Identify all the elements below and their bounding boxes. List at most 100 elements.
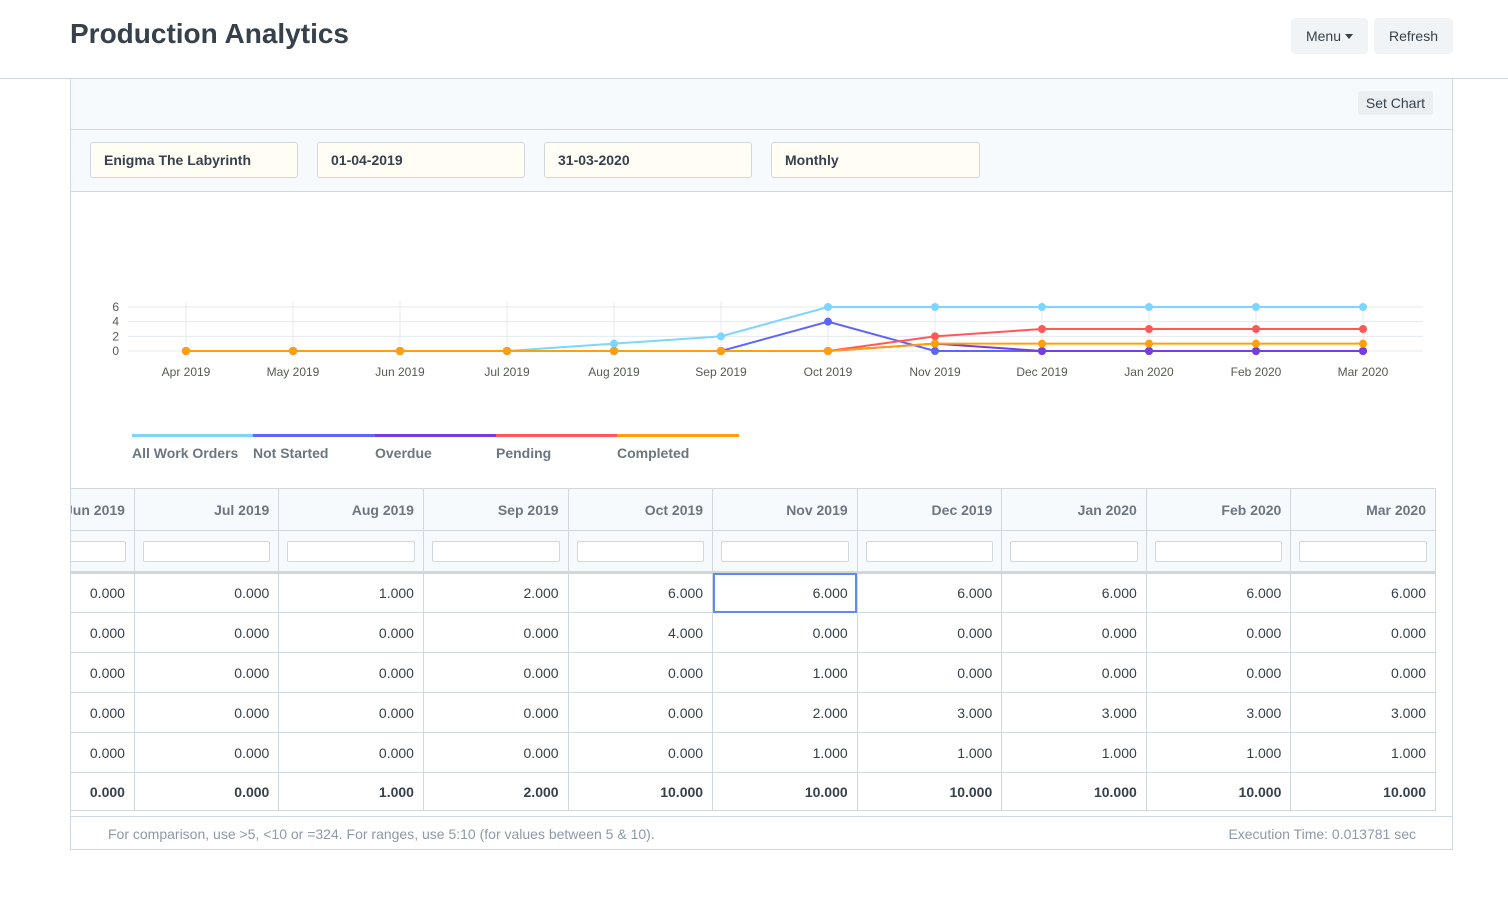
column-filter-input[interactable] <box>865 540 994 562</box>
table-cell[interactable]: 0.000 <box>1145 612 1292 653</box>
column-header[interactable]: Dec 2019 <box>856 488 1003 531</box>
table-cell[interactable]: 0.000 <box>1290 612 1436 653</box>
company-filter[interactable]: Enigma The Labyrinth <box>90 142 298 178</box>
data-point <box>1252 347 1260 355</box>
to-date-filter[interactable]: 31-03-2020 <box>544 142 752 178</box>
legend-label: Pending <box>496 445 552 461</box>
table-cell[interactable]: 1.000 <box>278 572 424 613</box>
table-cell[interactable]: 6.000 <box>856 572 1003 613</box>
column-filter-input[interactable] <box>287 540 415 562</box>
table-cell[interactable]: 0.000 <box>567 732 714 773</box>
table-cell[interactable]: 0.000 <box>71 652 135 693</box>
column-filter-input[interactable] <box>1299 540 1427 562</box>
column-filter-input[interactable] <box>576 540 705 562</box>
table-cell[interactable]: 3.000 <box>1001 692 1147 733</box>
legend-item[interactable]: Completed <box>617 434 739 474</box>
table-cell[interactable]: 1.000 <box>712 732 858 773</box>
column-header[interactable]: Nov 2019 <box>712 488 858 531</box>
data-point <box>1038 303 1046 311</box>
from-date-filter[interactable]: 01-04-2019 <box>317 142 525 178</box>
table-cell[interactable]: 0.000 <box>133 652 280 693</box>
table-cell[interactable]: 3.000 <box>1145 692 1292 733</box>
table-cell[interactable]: 0.000 <box>1001 652 1147 693</box>
table-cell[interactable]: 0.000 <box>856 652 1003 693</box>
table-cell[interactable]: 1.000 <box>1145 732 1292 773</box>
data-point <box>182 347 190 355</box>
table-cell[interactable]: 2.000 <box>712 692 858 733</box>
table-cell[interactable]: 0.000 <box>856 612 1003 653</box>
column-header[interactable]: Jul 2019 <box>133 488 280 531</box>
table-cell[interactable]: 0.000 <box>422 652 569 693</box>
legend-item[interactable]: Not Started <box>253 434 375 474</box>
table-cell[interactable]: 1.000 <box>856 732 1003 773</box>
refresh-button[interactable]: Refresh <box>1374 18 1453 54</box>
column-filter-input[interactable] <box>721 540 849 562</box>
column-filter-input[interactable] <box>431 540 560 562</box>
table-cell[interactable]: 0.000 <box>712 612 858 653</box>
legend-item[interactable]: Overdue <box>375 434 497 474</box>
table-cell[interactable]: 0.000 <box>71 732 135 773</box>
table-cell[interactable]: 0.000 <box>133 612 280 653</box>
data-point <box>824 347 832 355</box>
column-filter-input[interactable] <box>1010 540 1138 562</box>
table-cell[interactable]: 4.000 <box>567 612 714 653</box>
table-cell[interactable]: 6.000 <box>567 572 714 613</box>
filter-cell <box>71 530 135 574</box>
table-cell[interactable]: 6.000 <box>712 572 858 613</box>
column-header[interactable]: Aug 2019 <box>278 488 424 531</box>
table-cell[interactable]: 1.000 <box>1290 732 1436 773</box>
table-cell[interactable]: 0.000 <box>71 612 135 653</box>
column-filter-input[interactable] <box>1154 540 1283 562</box>
set-chart-button[interactable]: Set Chart <box>1357 91 1433 115</box>
column-header[interactable]: Jun 2019 <box>71 488 135 531</box>
column-header[interactable]: Oct 2019 <box>567 488 714 531</box>
table-cell[interactable]: 1.000 <box>712 652 858 693</box>
column-header[interactable]: Mar 2020 <box>1290 488 1436 531</box>
table-cell[interactable]: 0.000 <box>71 692 135 733</box>
column-header[interactable]: Feb 2020 <box>1145 488 1292 531</box>
table-cell[interactable]: 0.000 <box>567 652 714 693</box>
filter-cell <box>856 530 1003 574</box>
column-header[interactable]: Jan 2020 <box>1001 488 1147 531</box>
report-panel: Set Chart Enigma The Labyrinth 01-04-201… <box>70 79 1453 850</box>
table-cell[interactable]: 0.000 <box>1145 652 1292 693</box>
column-filter-input[interactable] <box>71 540 126 562</box>
legend-item[interactable]: All Work Orders <box>132 434 254 474</box>
table-cell[interactable]: 0.000 <box>133 572 280 613</box>
table-cell[interactable]: 0.000 <box>422 732 569 773</box>
table-cell[interactable]: 0.000 <box>278 692 424 733</box>
table-cell[interactable]: 3.000 <box>1290 692 1436 733</box>
data-point <box>931 339 939 348</box>
data-point <box>1038 347 1046 355</box>
menu-button[interactable]: Menu <box>1291 18 1368 54</box>
table-cell[interactable]: 3.000 <box>856 692 1003 733</box>
table-cell[interactable]: 0.000 <box>422 612 569 653</box>
table-cell[interactable]: 0.000 <box>133 692 280 733</box>
table-cell[interactable]: 6.000 <box>1290 572 1436 613</box>
legend-swatch <box>253 434 375 437</box>
table-cell[interactable]: 6.000 <box>1145 572 1292 613</box>
table-cell[interactable]: 0.000 <box>278 652 424 693</box>
table-cell[interactable]: 0.000 <box>1001 612 1147 653</box>
page-title: Production Analytics <box>70 18 350 49</box>
table-cell[interactable]: 0.000 <box>278 612 424 653</box>
total-cell: 2.000 <box>422 772 569 811</box>
x-tick-label: May 2019 <box>267 365 320 379</box>
table-cell[interactable]: 0.000 <box>133 732 280 773</box>
legend-item[interactable]: Pending <box>496 434 618 474</box>
x-tick-label: Dec 2019 <box>1016 365 1068 379</box>
table-cell[interactable]: 6.000 <box>1001 572 1147 613</box>
table-cell[interactable]: 1.000 <box>1001 732 1147 773</box>
filter-row <box>71 530 1436 574</box>
table-cell[interactable]: 2.000 <box>422 572 569 613</box>
table-cell[interactable]: 0.000 <box>567 692 714 733</box>
table-cell[interactable]: 0.000 <box>1290 652 1436 693</box>
legend-swatch <box>496 434 618 437</box>
table-cell[interactable]: 0.000 <box>71 572 135 613</box>
table-cell[interactable]: 0.000 <box>422 692 569 733</box>
range-filter[interactable]: Monthly <box>771 142 980 178</box>
column-header[interactable]: Sep 2019 <box>422 488 569 531</box>
column-filter-input[interactable] <box>142 540 271 562</box>
table-cell[interactable]: 0.000 <box>278 732 424 773</box>
